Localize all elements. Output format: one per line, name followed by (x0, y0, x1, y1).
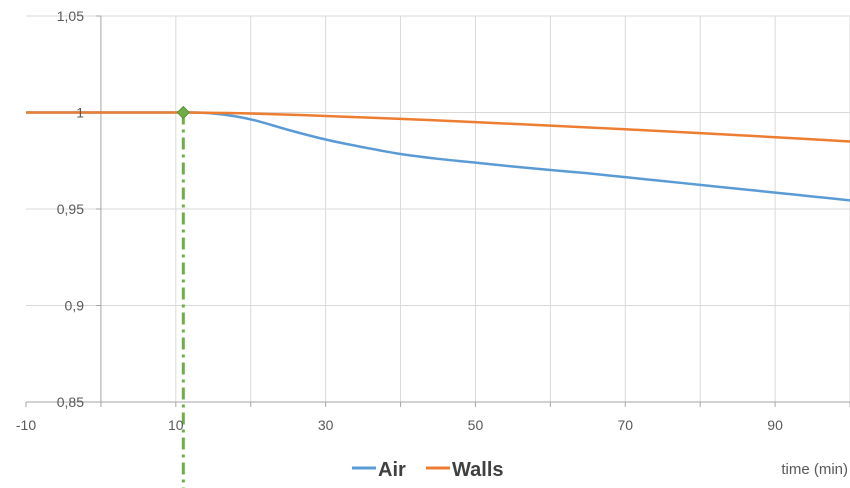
x-tick-label: -10 (16, 417, 36, 433)
legend-label-walls: Walls (452, 459, 504, 481)
legend: Air Walls (352, 459, 504, 481)
x-tick-label: 10 (168, 417, 184, 433)
axes (25, 15, 850, 407)
y-tick-label: 0,85 (57, 394, 84, 410)
y-tick-label: 1,05 (57, 8, 84, 24)
tick-labels: 0,85 0,9 0,95 1 1,05 -10 10 30 50 70 90 (16, 8, 783, 433)
legend-label-air: Air (378, 459, 406, 481)
y-tick-label: 1 (76, 105, 84, 121)
marker-annotation (176, 105, 191, 488)
x-tick-label: 50 (468, 417, 484, 433)
series-lines (25, 111, 850, 202)
x-tick-label: 70 (617, 417, 633, 433)
marker-diamond-point (176, 105, 191, 120)
series-line-air (25, 111, 850, 202)
x-tick-label: 30 (318, 417, 334, 433)
y-tick-label: 0,95 (57, 201, 84, 217)
series-line-walls (25, 111, 850, 143)
x-tick-label: 90 (767, 417, 783, 433)
y-tick-label: 0,9 (65, 298, 85, 314)
x-axis-title: time (min) (781, 461, 848, 478)
grid (26, 15, 850, 402)
